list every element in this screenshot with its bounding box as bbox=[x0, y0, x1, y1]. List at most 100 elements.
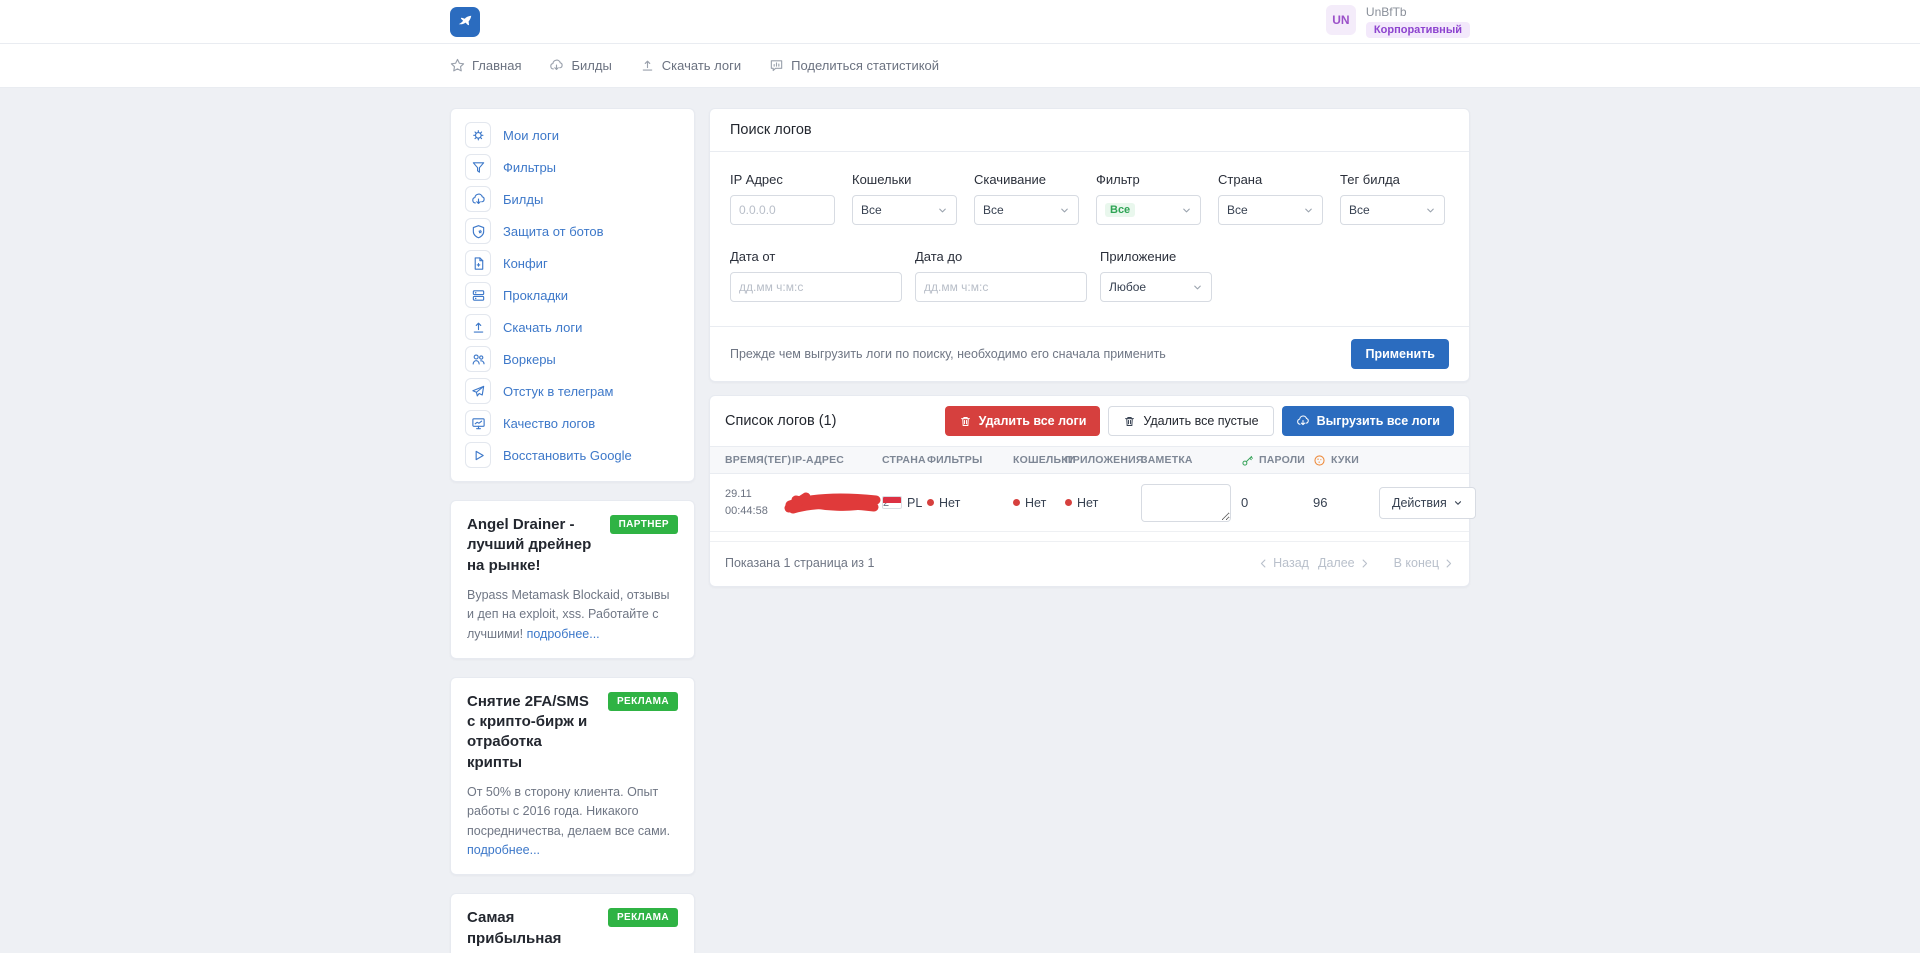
sidebar-item-label: Фильтры bbox=[503, 159, 557, 175]
button-label: Действия bbox=[1392, 495, 1447, 510]
sidebar-item-bot-protection[interactable]: Защита от ботов bbox=[465, 215, 680, 247]
field-country: Страна Все bbox=[1218, 172, 1323, 225]
play-icon bbox=[465, 442, 491, 468]
chevron-right-icon bbox=[1359, 558, 1370, 569]
sidebar-item-label: Защита от ботов bbox=[503, 223, 604, 239]
star-icon bbox=[450, 58, 465, 73]
people-icon bbox=[465, 346, 491, 372]
key-icon bbox=[1241, 454, 1254, 467]
sidebar-item-restore-google[interactable]: Восстановить Google bbox=[465, 439, 680, 471]
nav-item-home[interactable]: Главная bbox=[450, 58, 521, 73]
sidebar-item-label: Билды bbox=[503, 191, 544, 207]
sidebar-item-download-logs[interactable]: Скачать логи bbox=[465, 311, 680, 343]
status-dot-red bbox=[1013, 499, 1020, 506]
note-textarea[interactable] bbox=[1141, 483, 1231, 522]
application-label: Приложение bbox=[1100, 249, 1177, 264]
pagination-prev[interactable]: Назад bbox=[1258, 556, 1309, 570]
user-plan-badge: Корпоративный bbox=[1365, 21, 1470, 38]
redacted-ip-scribble bbox=[782, 489, 886, 517]
cookie-icon bbox=[1313, 454, 1326, 467]
button-label: Выгрузить все логи bbox=[1316, 414, 1440, 428]
download-select[interactable]: Все bbox=[974, 195, 1079, 225]
apply-button[interactable]: Применить bbox=[1351, 339, 1449, 369]
upload-icon bbox=[640, 58, 655, 73]
field-date-to: Дата до bbox=[915, 249, 1087, 302]
nav-item-share-stats[interactable]: Поделиться статистикой bbox=[769, 58, 939, 73]
row-actions-button[interactable]: Действия bbox=[1379, 486, 1476, 519]
ad-card-angel-drainer[interactable]: Angel Drainer - лучший дрейнер на рынке!… bbox=[450, 500, 695, 659]
bird-logo-icon bbox=[455, 12, 475, 32]
build-tag-label: Тег билда bbox=[1340, 172, 1400, 187]
country-label: Страна bbox=[1218, 172, 1263, 187]
col-wallets: КОШЕЛЬКИ bbox=[1013, 454, 1076, 466]
cloud-download-icon bbox=[549, 58, 564, 73]
log-row[interactable]: 29.11 00:44:58 bbox=[710, 474, 1476, 532]
apps-value: Нет bbox=[1077, 495, 1099, 510]
col-country: СТРАНА bbox=[882, 454, 926, 466]
date-to-input[interactable] bbox=[915, 272, 1087, 302]
shield-icon bbox=[465, 218, 491, 244]
sidebar-item-filters[interactable]: Фильтры bbox=[465, 151, 680, 183]
logs-list-card: Список логов (1) Удалить все логи Удалит… bbox=[709, 395, 1476, 587]
sidebar-item-config[interactable]: Конфиг bbox=[465, 247, 680, 279]
ad-card-facebook[interactable]: Самая прибыльная скупка запроса Facebook… bbox=[450, 893, 695, 953]
sidebar-item-my-logs[interactable]: Мои логи bbox=[465, 119, 680, 151]
ad-text: От 50% в сторону клиента. Опыт работы с … bbox=[467, 784, 671, 838]
upload-icon bbox=[465, 314, 491, 340]
user-menu[interactable]: UN UnBfTb Корпоративный bbox=[1325, 5, 1470, 38]
pagination-next[interactable]: Далее bbox=[1318, 556, 1370, 570]
sidebar-item-builds[interactable]: Билды bbox=[465, 183, 680, 215]
col-cookies: КУКИ bbox=[1313, 454, 1379, 467]
delete-all-logs-button[interactable]: Удалить все логи bbox=[944, 406, 1101, 436]
select-value: Все bbox=[1227, 203, 1248, 217]
chevron-down-icon bbox=[1181, 205, 1192, 216]
col-passwords: ПАРОЛИ bbox=[1241, 454, 1313, 467]
table-bottom-divider bbox=[710, 532, 1469, 542]
sidebar-menu: Мои логи Фильтры Билды Защита от ботов К… bbox=[450, 108, 695, 482]
chevron-down-icon bbox=[1303, 205, 1314, 216]
chevron-left-icon bbox=[1258, 558, 1269, 569]
passwords-count: 0 bbox=[1241, 495, 1249, 510]
sidebar-item-workers[interactable]: Воркеры bbox=[465, 343, 680, 375]
date-to-label: Дата до bbox=[915, 249, 963, 264]
delete-empty-logs-button[interactable]: Удалить все пустые bbox=[1108, 406, 1274, 436]
sidebar-item-proxies[interactable]: Прокладки bbox=[465, 279, 680, 311]
funnel-icon bbox=[465, 154, 491, 180]
export-all-logs-button[interactable]: Выгрузить все логи bbox=[1281, 406, 1454, 436]
cloud-download-icon bbox=[1296, 414, 1310, 428]
application-select[interactable]: Любое bbox=[1100, 272, 1212, 302]
chevron-right-icon bbox=[1443, 558, 1454, 569]
nav-item-download-logs[interactable]: Скачать логи bbox=[640, 58, 741, 73]
ad-more-link[interactable]: подробнее... bbox=[526, 626, 600, 641]
logs-list-title: Список логов (1) bbox=[725, 413, 837, 429]
nav-item-builds[interactable]: Билды bbox=[549, 58, 612, 73]
field-ip: IP Адрес bbox=[730, 172, 835, 225]
search-notice: Прежде чем выгрузить логи по поиску, нео… bbox=[730, 347, 1166, 361]
ad-badge: РЕКЛАМА bbox=[607, 691, 678, 711]
select-value: Все bbox=[861, 203, 882, 217]
document-icon bbox=[465, 250, 491, 276]
app-logo[interactable] bbox=[450, 6, 480, 37]
ip-input[interactable] bbox=[730, 195, 835, 225]
log-time: 29.11 00:44:58 bbox=[725, 488, 768, 517]
country-select[interactable]: Все bbox=[1218, 195, 1323, 225]
date-from-input[interactable] bbox=[730, 272, 902, 302]
field-wallets: Кошельки Все bbox=[852, 172, 957, 225]
select-value: Любое bbox=[1109, 280, 1147, 294]
build-tag-select[interactable]: Все bbox=[1340, 195, 1445, 225]
wallets-select[interactable]: Все bbox=[852, 195, 957, 225]
sidebar-item-telegram-notify[interactable]: Отстук в телеграм bbox=[465, 375, 680, 407]
wallets-value: Нет bbox=[1025, 495, 1047, 510]
cloud-download-icon bbox=[465, 186, 491, 212]
sidebar-item-label: Восстановить Google bbox=[503, 447, 632, 463]
nav-label: Поделиться статистикой bbox=[791, 58, 940, 73]
sidebar-item-log-quality[interactable]: Качество логов bbox=[465, 407, 680, 439]
chevron-down-icon bbox=[1425, 205, 1436, 216]
ad-card-2fa[interactable]: Снятие 2FA/SMS с крипто-бирж и отработка… bbox=[450, 676, 695, 876]
filter-select[interactable]: Все bbox=[1096, 195, 1201, 225]
select-value: Все bbox=[983, 203, 1004, 217]
col-label: КУКИ bbox=[1331, 454, 1359, 466]
pagination-last[interactable]: В конец bbox=[1394, 556, 1454, 570]
status-dot-red bbox=[927, 499, 934, 506]
ad-more-link[interactable]: подробнее... bbox=[467, 843, 541, 857]
